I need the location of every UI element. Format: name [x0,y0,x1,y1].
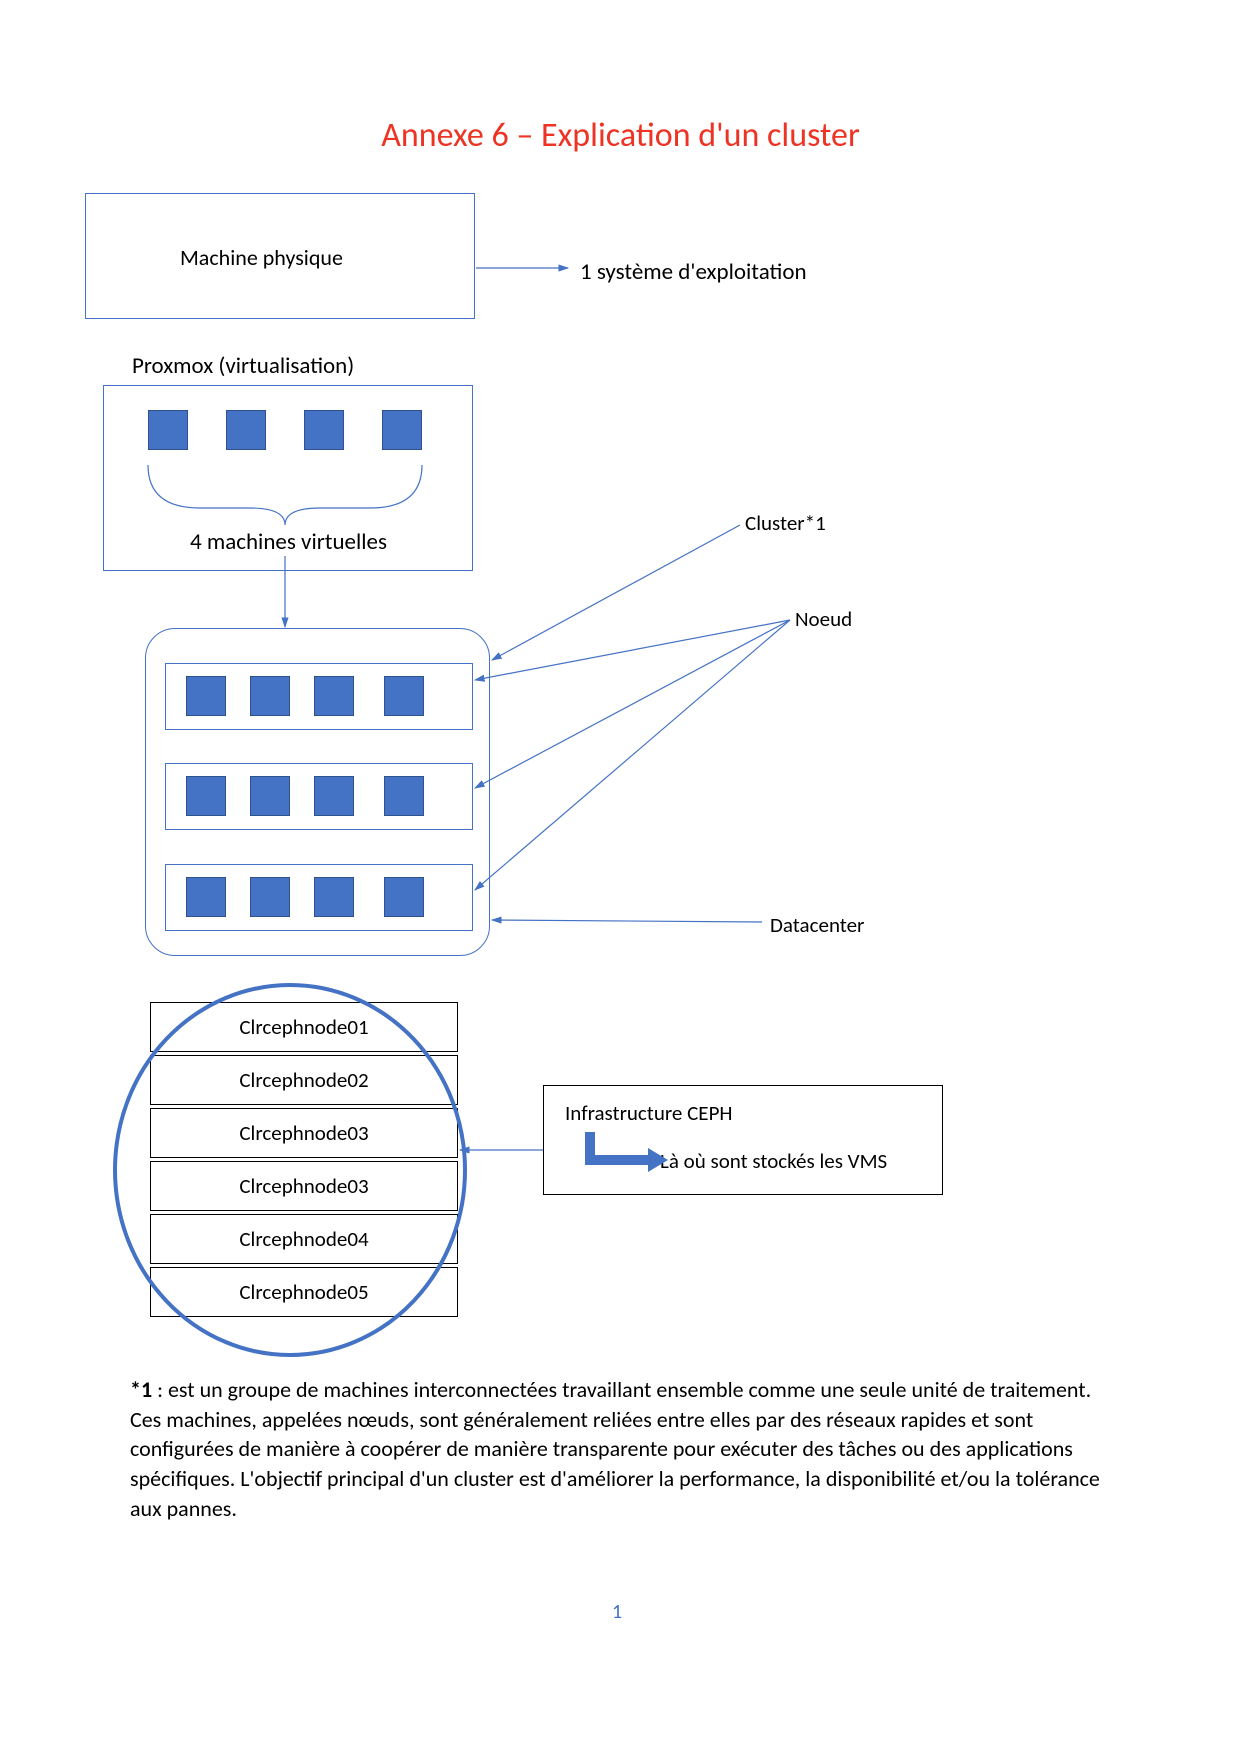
vm-square [382,410,422,450]
ceph-node-row: Clrcephnode05 [150,1267,458,1317]
ceph-node-row: Clrcephnode02 [150,1055,458,1105]
vm-square [314,676,354,716]
proxmox-label: Proxmox (virtualisation) [132,352,354,380]
ceph-node-row: Clrcephnode01 [150,1002,458,1052]
ceph-title: Infrastructure CEPH [565,1100,733,1126]
machine-label: Machine physique [180,244,343,271]
cluster-label: Cluster*1 [745,510,826,536]
vm-square [186,776,226,816]
vm-square [314,877,354,917]
footnote: *1 : est un groupe de machines interconn… [130,1375,1120,1523]
vm-square [384,776,424,816]
vm-square [314,776,354,816]
page-number: 1 [612,1600,622,1624]
footnote-text: : est un groupe de machines interconnect… [130,1376,1100,1522]
vm-square [226,410,266,450]
vm-count-label: 4 machines virtuelles [190,528,387,556]
vm-square [250,877,290,917]
vm-square [250,776,290,816]
vm-square [148,410,188,450]
vm-square [250,676,290,716]
noeud-label: Noeud [795,606,852,632]
ceph-node-row: Clrcephnode03 [150,1161,458,1211]
vm-square [186,877,226,917]
vm-square [384,676,424,716]
vm-square [186,676,226,716]
vm-square [384,877,424,917]
page-title: Annexe 6 – Explication d'un cluster [0,115,1241,156]
footnote-marker: *1 [130,1376,152,1403]
ceph-node-row: Clrcephnode03 [150,1108,458,1158]
os-label: 1 système d'exploitation [580,258,807,286]
ceph-node-row: Clrcephnode04 [150,1214,458,1264]
ceph-subtitle: Là où sont stockés les VMS [660,1148,887,1174]
datacenter-label: Datacenter [770,912,864,938]
vm-square [304,410,344,450]
